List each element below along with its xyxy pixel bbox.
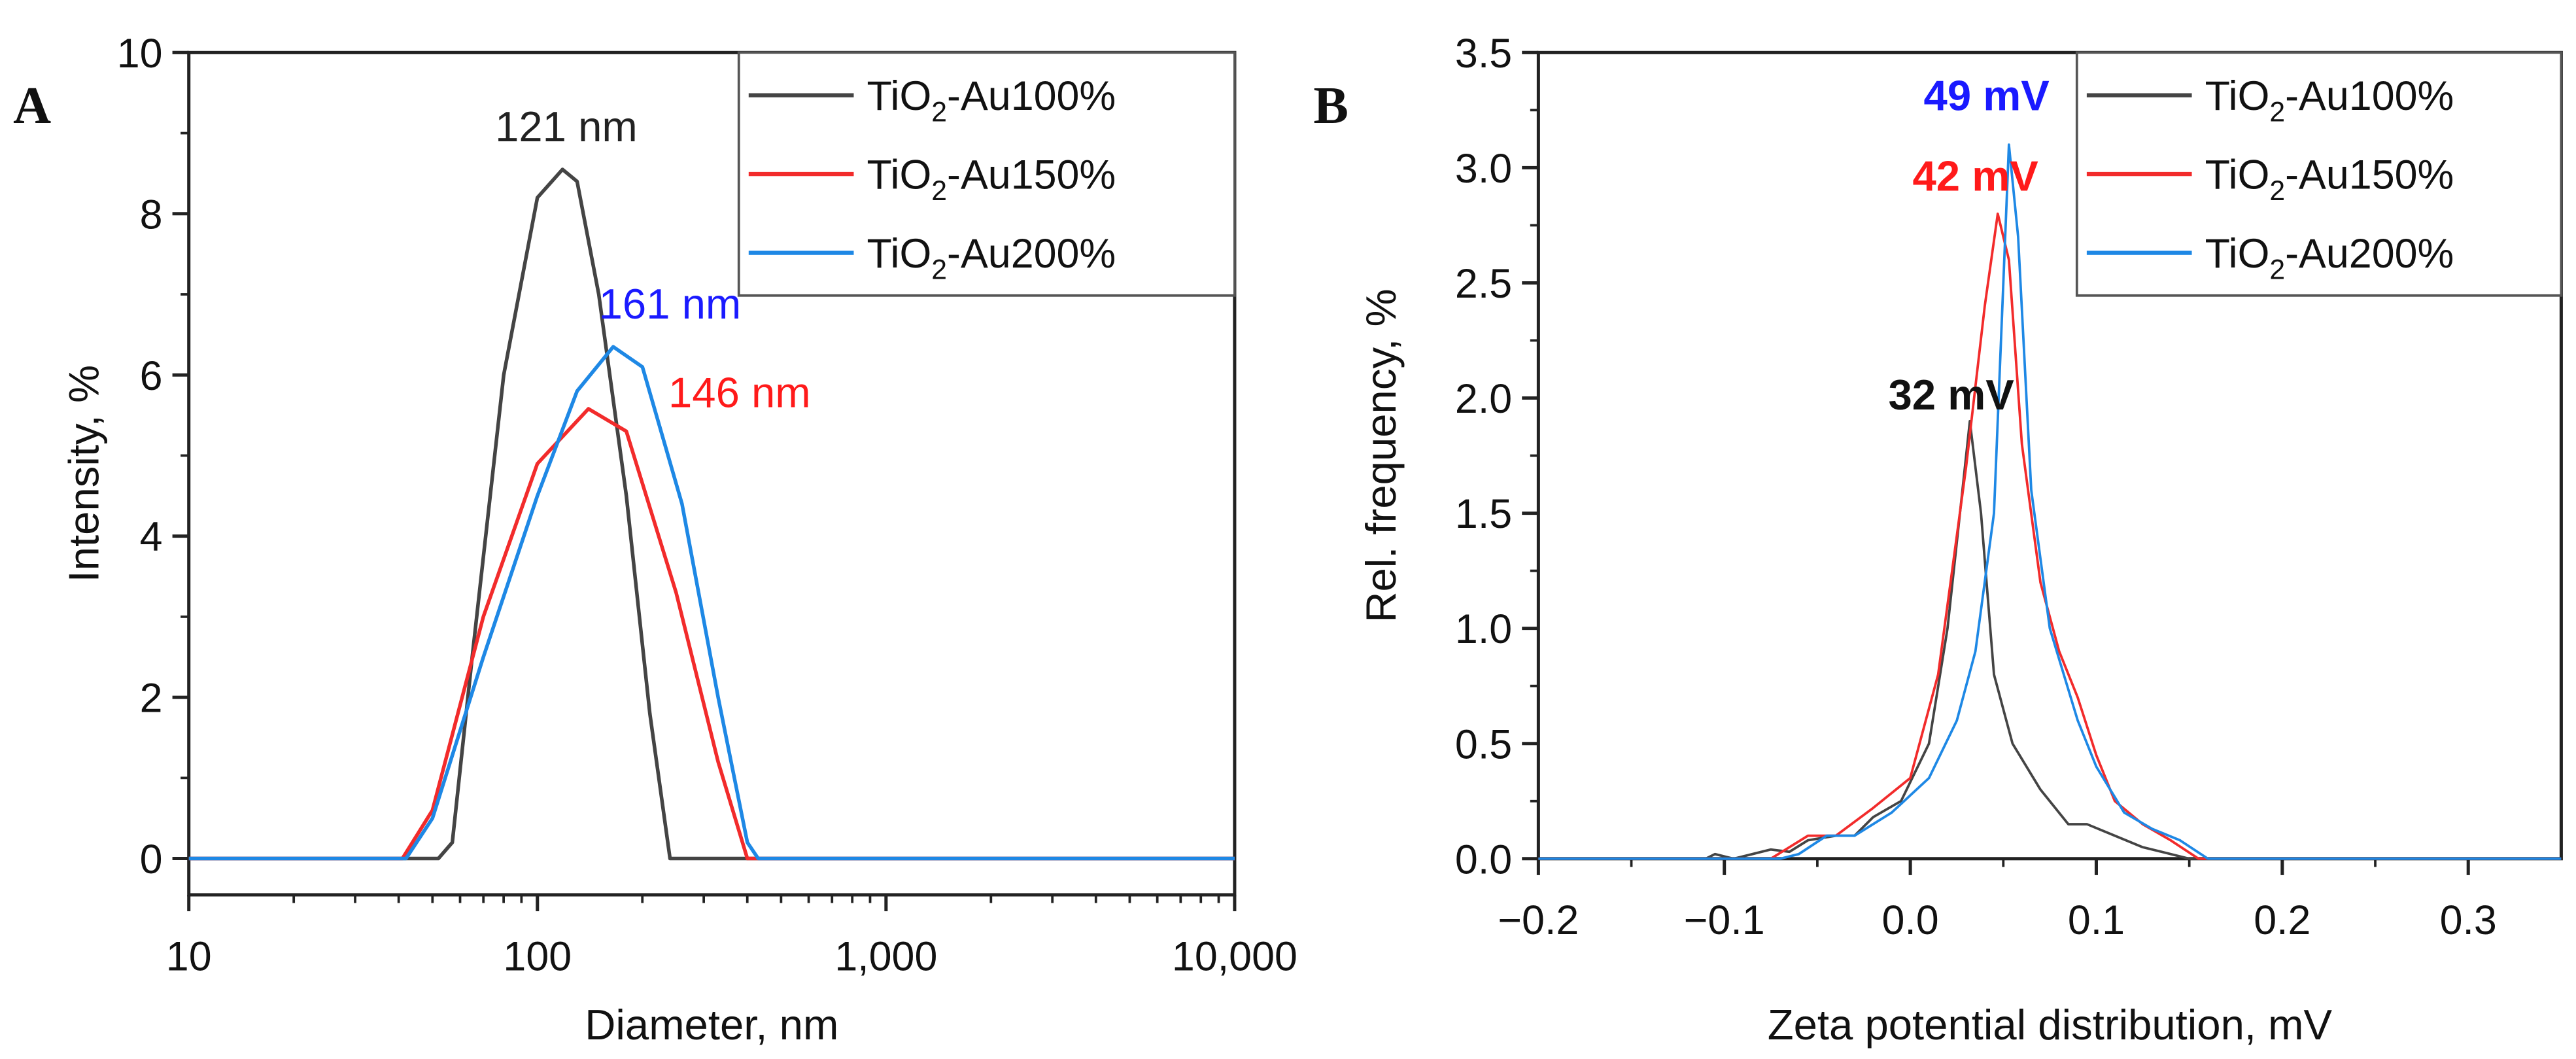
series-line-tio2-au100- — [1538, 419, 2562, 860]
legend-label: TiO2-Au200% — [867, 231, 1116, 286]
peak-annotation: 161 nm — [599, 280, 742, 328]
x-tick-label: 1,000 — [834, 933, 937, 979]
x-tick-label: −0.1 — [1684, 897, 1765, 943]
peak-annotation: 121 nm — [495, 103, 638, 150]
chart-panel-A: 10 100 1,000 10,000 0 2 4 6 8 10 Diameter, nm Inten… — [13, 31, 1297, 1049]
legend-label: TiO2-Au150% — [2205, 152, 2454, 207]
x-tick-label: 0.0 — [1881, 897, 1938, 943]
series-line-tio2-au150- — [1538, 212, 2562, 860]
x-tick-label: 0.1 — [2068, 897, 2125, 943]
y-axis-label: Rel. frequency, % — [1357, 288, 1405, 622]
chart-panel-B: −0.2 −0.1 0.0 0.1 0.2 0.3 0.0 0.5 1.0 1.5 2.0 2.5 3.… — [1313, 31, 2563, 1049]
y-axis-label: Intensity, % — [60, 365, 108, 582]
panel-label: A — [13, 77, 51, 135]
series-line-tio2-au200- — [188, 345, 1235, 861]
y-tick-label: 0 — [140, 837, 163, 882]
legend-label: TiO2-Au100% — [2205, 73, 2454, 128]
y-tick-label: 8 — [140, 192, 163, 237]
x-tick-label: 10 — [166, 933, 212, 979]
peak-annotation: 32 mV — [1889, 371, 2015, 419]
y-tick-label: 1.5 — [1455, 491, 1512, 537]
y-tick-label: 3.0 — [1455, 146, 1512, 192]
x-tick-label: 0.3 — [2440, 897, 2497, 943]
legend: TiO2-Au100% TiO2-Au150% TiO2-Au200% — [2075, 51, 2563, 297]
series-line-tio2-au200- — [1538, 143, 2562, 860]
peak-annotation: 146 nm — [668, 369, 811, 417]
y-tick-label: 0.5 — [1455, 721, 1512, 767]
y-tick-label: 10 — [117, 31, 163, 77]
y-tick-label: 2 — [140, 676, 163, 721]
legend-label: TiO2-Au150% — [867, 152, 1116, 207]
y-tick-label: 4 — [140, 514, 163, 560]
y-tick-label: 2.5 — [1455, 261, 1512, 307]
legend-label: TiO2-Au100% — [867, 73, 1116, 128]
panel-label: B — [1313, 77, 1348, 135]
legend: TiO2-Au100% TiO2-Au150% TiO2-Au200% — [737, 51, 1236, 297]
y-tick-label: 6 — [140, 353, 163, 399]
x-axis-label: Diameter, nm — [585, 1001, 838, 1049]
x-tick-label: 10,000 — [1172, 933, 1297, 979]
x-tick-label: −0.2 — [1498, 897, 1579, 943]
plot-frame — [187, 50, 1237, 897]
x-axis-label: Zeta potential distribution, mV — [1768, 1001, 2333, 1049]
x-tick-label: 100 — [503, 933, 572, 979]
y-tick-label: 1.0 — [1455, 606, 1512, 652]
x-tick-label: 0.2 — [2254, 897, 2310, 943]
y-tick-label: 2.0 — [1455, 376, 1512, 422]
series-line-tio2-au150- — [188, 407, 1235, 861]
legend-label: TiO2-Au200% — [2205, 231, 2454, 286]
peak-annotation: 42 mV — [1912, 152, 2038, 200]
y-tick-label: 0.0 — [1455, 837, 1512, 882]
peak-annotation: 49 mV — [1924, 71, 2050, 119]
y-tick-label: 3.5 — [1455, 31, 1512, 77]
series-line-tio2-au100- — [188, 167, 1235, 861]
